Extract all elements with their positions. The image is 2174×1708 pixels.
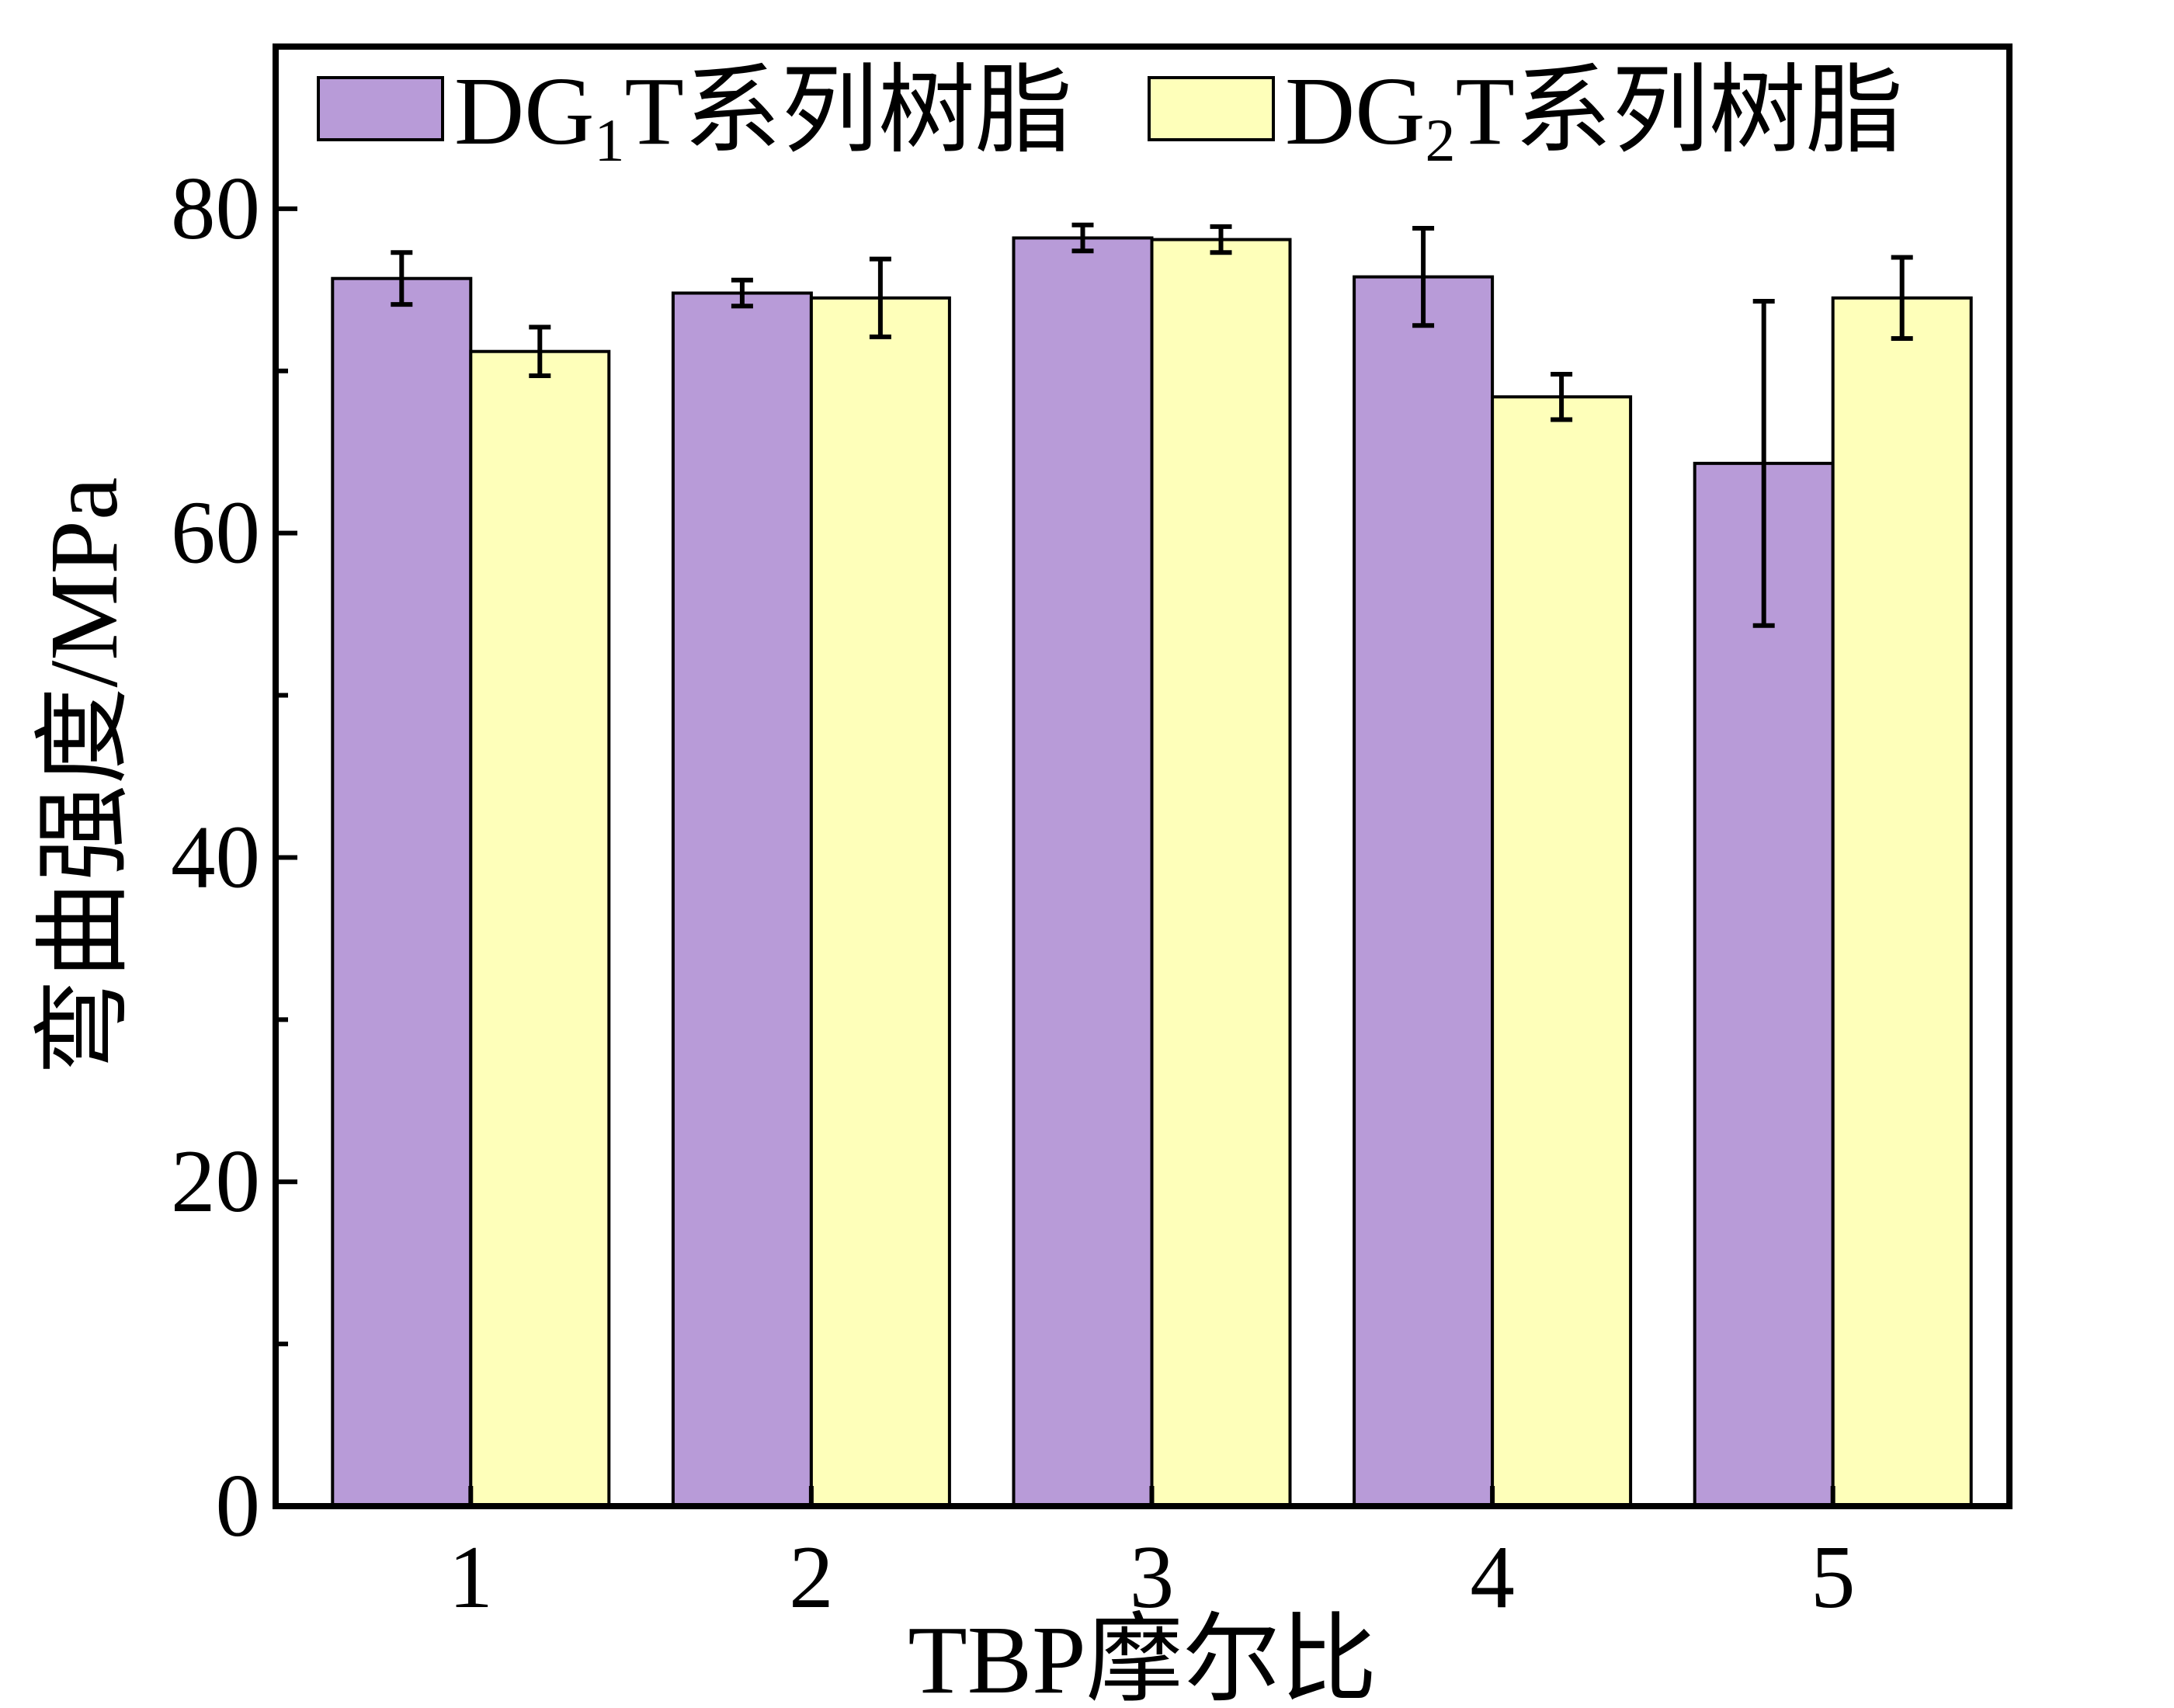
bar-s1-c3: [1012, 236, 1154, 1508]
legend-swatch: [317, 76, 444, 141]
x-tick-label-3: 3: [1130, 1528, 1175, 1626]
bar-s1-c2: [671, 291, 813, 1508]
bar-s2-c5: [1831, 296, 1973, 1508]
bar-s1-c4: [1353, 275, 1495, 1508]
bar-s2-c4: [1491, 395, 1633, 1508]
error-bar-s2-c1: [529, 325, 551, 379]
bar-s2-c3: [1150, 238, 1292, 1508]
legend-label: DG2T系列树脂: [1285, 58, 1903, 174]
legend: DG1T系列树脂 DG2T系列树脂: [317, 58, 1903, 174]
error-bar-s1-c2: [731, 277, 753, 309]
x-tick-label-5: 5: [1811, 1528, 1856, 1626]
error-bar-s2-c4: [1551, 371, 1573, 422]
legend-label-suffix: T系列树脂: [1456, 58, 1903, 165]
legend-item-2: DG2T系列树脂: [1148, 58, 1903, 174]
bars-layer: [331, 236, 1973, 1508]
legend-label-prefix: DG: [1285, 58, 1426, 165]
legend-item-1: DG1T系列树脂: [317, 58, 1072, 174]
error-bar-s1-c3: [1071, 222, 1094, 254]
error-bar-s2-c2: [869, 256, 891, 339]
x-tick-label-2: 2: [789, 1528, 834, 1626]
error-bars-layer: [391, 222, 1913, 628]
legend-label-suffix: T系列树脂: [625, 58, 1072, 165]
bar-s2-c2: [809, 296, 951, 1508]
error-bar-s1-c1: [391, 250, 413, 307]
y-tick-label-20: 20: [171, 1132, 260, 1231]
legend-label-subscript: 2: [1426, 106, 1456, 174]
bar-s1-c5: [1693, 461, 1835, 1508]
x-tick-label-1: 1: [449, 1528, 494, 1626]
x-axis: 1 2 3 4 5: [449, 1486, 1856, 1626]
legend-swatch: [1148, 76, 1275, 141]
error-bar-s2-c5: [1891, 255, 1913, 341]
error-bar-s2-c3: [1210, 224, 1232, 255]
error-bar-s1-c4: [1412, 225, 1435, 328]
x-tick-label-4: 4: [1470, 1528, 1515, 1626]
error-bar-s1-c5: [1752, 298, 1775, 628]
legend-label-prefix: DG: [454, 58, 595, 165]
bar-s2-c1: [469, 349, 611, 1508]
y-tick-label-80: 80: [171, 159, 260, 258]
y-tick-label-40: 40: [171, 807, 260, 906]
y-tick-label-0: 0: [216, 1456, 261, 1555]
y-axis-title: 弯曲强度/MPa: [31, 477, 138, 1076]
legend-label-subscript: 1: [595, 106, 625, 174]
bar-s1-c1: [331, 276, 473, 1508]
legend-label: DG1T系列树脂: [454, 58, 1072, 174]
y-axis: 0 20 40 60 80: [171, 159, 297, 1555]
x-axis-title: TBP摩尔比: [908, 1607, 1377, 1708]
y-tick-label-60: 60: [171, 484, 260, 582]
plot-frame: [273, 43, 2013, 1509]
